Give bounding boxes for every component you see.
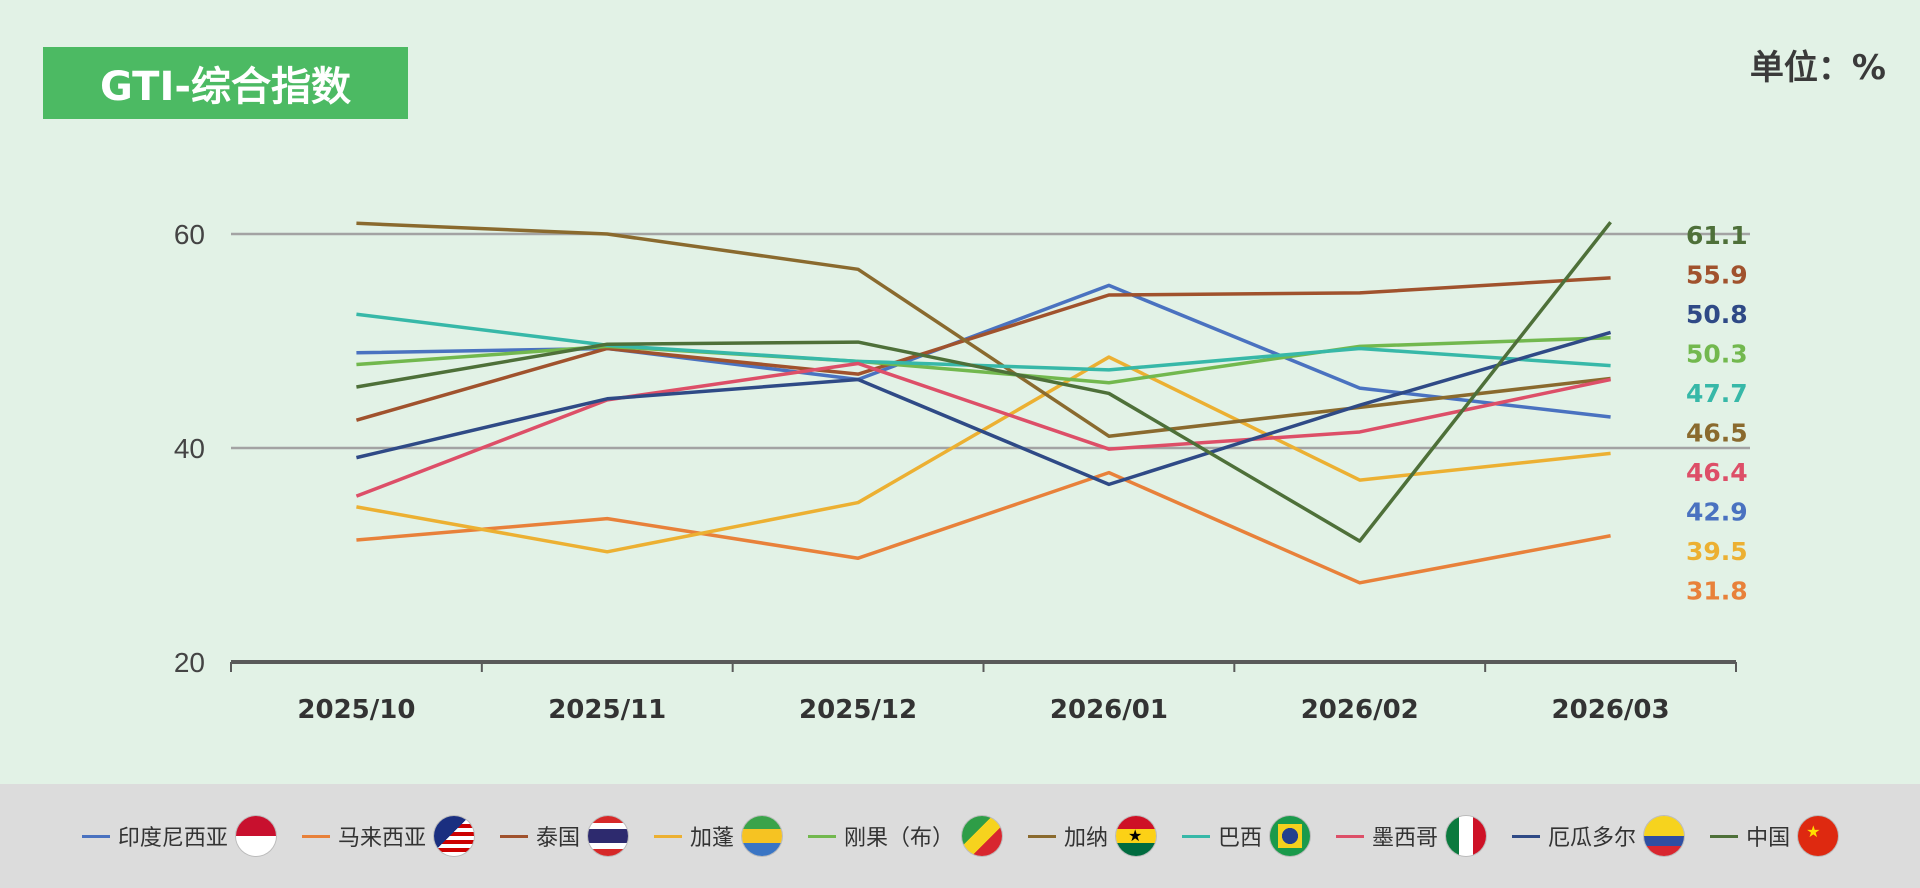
series-line-5 bbox=[356, 221, 1611, 438]
series-line-1 bbox=[356, 470, 1611, 585]
end-value-label: 50.3 bbox=[1686, 340, 1748, 369]
legend-line-swatch bbox=[1336, 834, 1365, 838]
malaysia-flag-icon bbox=[433, 816, 474, 856]
legend-label: 加纳 bbox=[1064, 826, 1109, 851]
series-line-2 bbox=[355, 276, 1611, 422]
x-tick-label: 2026/01 bbox=[1050, 695, 1168, 725]
series-line-3 bbox=[356, 355, 1611, 554]
legend-line-swatch bbox=[1028, 834, 1056, 838]
legend-item: 刚果（布） bbox=[807, 816, 1002, 856]
x-tick-label: 2026/02 bbox=[1301, 695, 1419, 725]
legend-item: 加纳 ★ bbox=[1028, 816, 1157, 856]
y-tick-label: 20 bbox=[174, 647, 205, 678]
legend-label: 巴西 bbox=[1218, 826, 1263, 851]
y-tick-label: 60 bbox=[174, 219, 205, 250]
star-icon: ★ bbox=[1806, 822, 1821, 841]
x-tick-label: 2026/03 bbox=[1552, 695, 1670, 725]
series-line-9 bbox=[356, 221, 1612, 543]
ghana-flag-icon: ★ bbox=[1116, 816, 1157, 856]
legend-item: 厄瓜多尔 bbox=[1512, 816, 1685, 856]
x-tick-label: 2025/10 bbox=[297, 695, 415, 725]
legend-line-swatch bbox=[499, 834, 528, 838]
legend-label: 刚果（布） bbox=[843, 826, 954, 851]
legend-item: 泰国 bbox=[499, 816, 628, 856]
legend-label: 中国 bbox=[1746, 826, 1791, 851]
legend-item: 印度尼西亚 bbox=[81, 816, 276, 856]
legend: 印度尼西亚 马来西亚 泰国 加蓬 刚果（布） 加纳 ★ 巴西 墨西哥 厄瓜多尔 中国 ★ bbox=[0, 784, 1920, 888]
end-value-label: 39.5 bbox=[1686, 537, 1748, 566]
brazil-flag-icon bbox=[1270, 816, 1311, 856]
end-value-label: 46.5 bbox=[1686, 419, 1748, 448]
legend-item: 马来西亚 bbox=[301, 816, 474, 856]
ecuador-flag-icon bbox=[1644, 816, 1685, 856]
x-tick-label: 2025/11 bbox=[548, 695, 666, 725]
series-line-7 bbox=[355, 361, 1611, 498]
legend-line-swatch bbox=[653, 834, 682, 838]
mexico-flag-icon bbox=[1446, 816, 1487, 856]
y-tick-label: 40 bbox=[174, 433, 205, 464]
legend-label: 泰国 bbox=[535, 826, 580, 851]
legend-label: 厄瓜多尔 bbox=[1548, 826, 1637, 851]
legend-line-swatch bbox=[1710, 834, 1739, 838]
star-icon: ★ bbox=[1128, 826, 1143, 845]
thailand-flag-icon bbox=[587, 816, 628, 856]
series-line-4 bbox=[356, 336, 1611, 385]
unit-label: 单位：% bbox=[1749, 48, 1886, 88]
series-line-8 bbox=[356, 330, 1612, 487]
legend-item: 加蓬 bbox=[653, 816, 782, 856]
legend-line-swatch bbox=[1512, 834, 1541, 838]
line-chart: 20 40 60 2025/10 2025/11 2025/12 2026/01 2026/0… bbox=[174, 219, 1750, 725]
end-value-label: 61.1 bbox=[1686, 221, 1748, 250]
gabon-flag-icon bbox=[741, 816, 782, 856]
legend-line-swatch bbox=[807, 834, 836, 838]
legend-line-swatch bbox=[1182, 834, 1211, 838]
legend-item: 中国 ★ bbox=[1710, 816, 1839, 856]
end-value-label: 46.4 bbox=[1686, 458, 1748, 487]
end-value-label: 50.8 bbox=[1686, 300, 1748, 329]
legend-item: 巴西 bbox=[1182, 816, 1311, 856]
chart-title: GTI-综合指数 bbox=[43, 47, 408, 119]
x-tick-label: 2025/12 bbox=[799, 695, 917, 725]
legend-label: 加蓬 bbox=[689, 826, 734, 851]
legend-line-swatch bbox=[301, 834, 330, 838]
end-value-label: 47.7 bbox=[1686, 379, 1748, 408]
end-value-label: 42.9 bbox=[1686, 498, 1748, 527]
indonesia-flag-icon bbox=[235, 816, 276, 856]
china-flag-icon: ★ bbox=[1798, 816, 1839, 856]
legend-label: 马来西亚 bbox=[337, 826, 426, 851]
end-value-label: 31.8 bbox=[1686, 577, 1748, 606]
legend-label: 墨西哥 bbox=[1372, 826, 1439, 851]
legend-label: 印度尼西亚 bbox=[117, 826, 228, 851]
congo-flag-icon bbox=[962, 816, 1002, 856]
series-line-6 bbox=[356, 312, 1611, 372]
legend-item: 墨西哥 bbox=[1336, 816, 1487, 856]
legend-line-swatch bbox=[81, 834, 110, 838]
end-value-label: 55.9 bbox=[1686, 261, 1748, 290]
